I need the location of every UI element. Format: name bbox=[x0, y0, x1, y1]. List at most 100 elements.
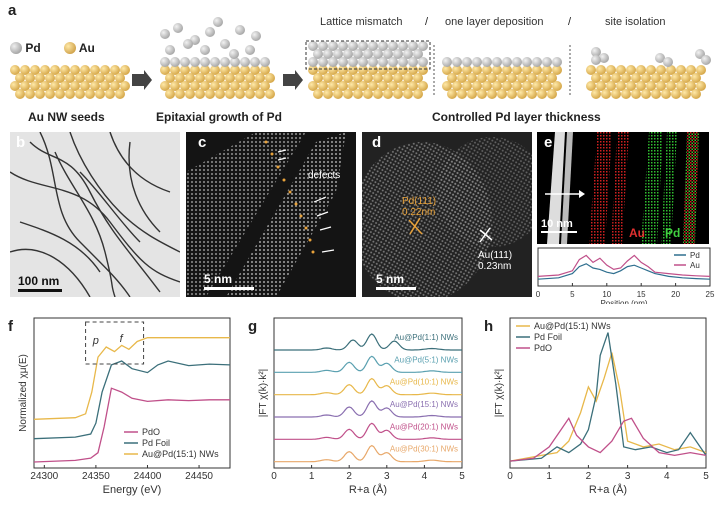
caption-controlled: Controlled Pd layer thickness bbox=[432, 110, 601, 124]
au-seed-block bbox=[10, 65, 130, 99]
defects-label: defects bbox=[308, 170, 341, 181]
y-axis-label: |FT χ(k)·k²| bbox=[494, 369, 505, 418]
x-tick-label: 0 bbox=[271, 471, 277, 482]
panel-g-label: g bbox=[248, 318, 258, 335]
x-tick-label: 2 bbox=[346, 471, 352, 482]
series-line bbox=[33, 337, 230, 420]
series-label: Au@Pd(5:1) NWs bbox=[394, 355, 458, 364]
scale-bar-e: 10 nm bbox=[541, 218, 577, 233]
x-tick-label: 24450 bbox=[185, 471, 213, 482]
x-tick-label: 24400 bbox=[134, 471, 162, 482]
lattice-fringes bbox=[362, 137, 532, 297]
x-axis-label: Position (nm) bbox=[600, 299, 647, 304]
au-sphere-icon bbox=[64, 42, 76, 54]
x-tick-label: 3 bbox=[384, 471, 390, 482]
legend-label: Pd Foil bbox=[534, 332, 562, 342]
x-tick-label: 24350 bbox=[82, 471, 110, 482]
series-line bbox=[274, 444, 462, 463]
au-block-isolation bbox=[586, 65, 706, 99]
pd-layers-mismatch bbox=[308, 41, 428, 67]
x-tick-label: 20 bbox=[671, 290, 680, 299]
pd-monolayer bbox=[442, 57, 562, 67]
series-line bbox=[509, 352, 707, 462]
legend-label: PdO bbox=[142, 427, 160, 437]
panel-b-label: b bbox=[16, 134, 26, 151]
x-tick-label: 15 bbox=[637, 290, 646, 299]
caption-seeds: Au NW seeds bbox=[28, 110, 105, 124]
series-line-au bbox=[537, 254, 711, 277]
label-sep2: / bbox=[568, 16, 572, 28]
panel-f-label: f bbox=[8, 318, 13, 335]
pd-isolated-sites bbox=[591, 47, 711, 67]
legend-label: PdO bbox=[534, 343, 552, 353]
scale-bar-line bbox=[376, 287, 416, 290]
tem-image-b: 100 nm bbox=[10, 132, 180, 297]
y-axis-label: Normalized χμ(E) bbox=[18, 354, 29, 432]
lattice-image bbox=[186, 132, 346, 297]
x-axis-label: Energy (eV) bbox=[103, 484, 162, 496]
x-tick-label: 25 bbox=[706, 290, 715, 299]
x-tick-label: 5 bbox=[570, 290, 575, 299]
panel-d-label: d bbox=[372, 134, 382, 151]
eds-elemental-maps bbox=[545, 132, 699, 244]
plot-frame bbox=[509, 317, 707, 469]
peak-label-f: f bbox=[120, 333, 124, 345]
x-axis-label: R+a (Å) bbox=[349, 483, 387, 496]
series-line bbox=[274, 355, 462, 373]
map-au-label: Au bbox=[629, 226, 645, 240]
eds-map-e: Au Pd 10 nm bbox=[537, 132, 709, 244]
series-line-pd bbox=[537, 263, 711, 280]
scale-bar-b: 100 nm bbox=[18, 274, 62, 292]
panel-a-schematic bbox=[10, 17, 711, 99]
plot-frame bbox=[537, 247, 711, 287]
legend-label: Pd bbox=[690, 251, 700, 260]
legend-label: Pd Foil bbox=[142, 438, 170, 448]
arrow-icon bbox=[132, 70, 152, 90]
x-tick-label: 1 bbox=[546, 471, 552, 482]
ft-exafs-chart-h: 0 1 2 3 4 5 R+a (Å) |FT χ(k)·k²| Au@Pd(15:1) NWs… bbox=[494, 317, 709, 496]
ft-exafs-chart-g: 0 1 2 3 4 5 R+a (Å) |FT χ(k)·k²| Au@Pd(1:1) NWs A… bbox=[258, 317, 465, 496]
pd-atoms-falling bbox=[160, 17, 261, 59]
scale-bar-line bbox=[18, 289, 62, 292]
scale-bar-c: 5 nm bbox=[204, 272, 254, 290]
haadf-image-d: Pd(111) 0.22nm Au(111) 0.23nm 5 nm bbox=[362, 132, 532, 297]
x-tick-label: 0 bbox=[507, 471, 513, 482]
panel-e-label: e bbox=[544, 134, 553, 151]
legend-au: Au bbox=[64, 41, 95, 55]
x-tick-label: 0 bbox=[536, 290, 541, 299]
scale-bar-line bbox=[541, 231, 577, 233]
x-tick-label: 10 bbox=[602, 290, 611, 299]
y-axis-label: |FT χ(k)·k²| bbox=[258, 369, 269, 418]
plot-frame bbox=[33, 317, 231, 469]
pd-sphere-icon bbox=[10, 42, 22, 54]
series-line bbox=[274, 377, 462, 396]
xanes-chart: 24300 24350 24400 24450 Energy (eV) Normalize… bbox=[18, 317, 231, 496]
series-line bbox=[274, 333, 462, 351]
x-tick-label: 3 bbox=[625, 471, 631, 482]
series-label: Au@Pd(10:1) NWs bbox=[390, 378, 458, 387]
mismatch-highlight-box bbox=[305, 40, 431, 70]
label-sep1: / bbox=[425, 16, 429, 28]
x-tick-label: 1 bbox=[309, 471, 315, 482]
series-line bbox=[33, 387, 230, 463]
pd-layer-epitaxial bbox=[160, 57, 270, 67]
pd111-label: Pd(111) 0.22nm bbox=[402, 196, 437, 218]
scale-bar-line bbox=[204, 287, 254, 290]
legend-label: Au@Pd(15:1) NWs bbox=[534, 321, 611, 331]
legend-label: Au@Pd(15:1) NWs bbox=[142, 449, 219, 459]
panel-a-label: a bbox=[8, 2, 17, 19]
label-lattice-mismatch: Lattice mismatch bbox=[320, 16, 403, 28]
series-line bbox=[274, 400, 462, 418]
inset-highlight-box bbox=[85, 321, 145, 365]
series-line bbox=[33, 360, 231, 440]
legend-pd: Pd bbox=[10, 41, 41, 55]
series-label: Au@Pd(20:1) NWs bbox=[390, 422, 458, 431]
label-one-layer: one layer deposition bbox=[445, 16, 544, 28]
x-tick-label: 5 bbox=[703, 471, 709, 482]
x-tick-label: 4 bbox=[422, 471, 428, 482]
series-line bbox=[509, 332, 707, 462]
nanowire-network bbox=[10, 132, 180, 297]
map-pd-label: Pd bbox=[665, 226, 681, 240]
panel-h-label: h bbox=[484, 318, 494, 335]
arrow-icon bbox=[283, 70, 303, 90]
